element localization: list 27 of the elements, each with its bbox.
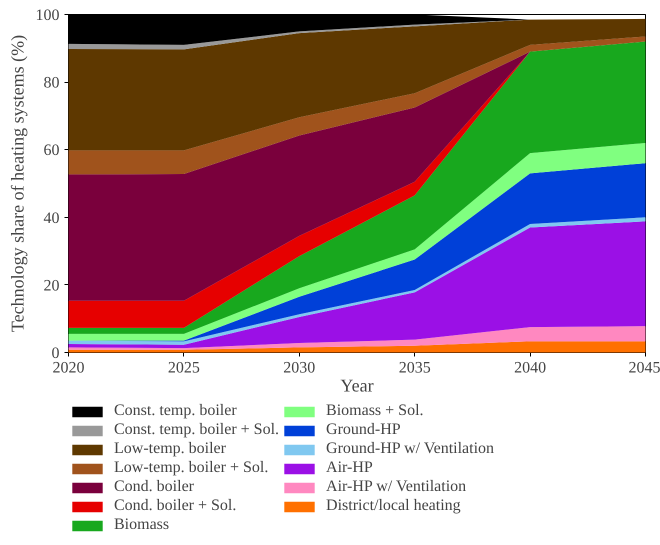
legend-label: Air-HP <box>326 459 373 477</box>
legend-label: Low-temp. boiler <box>114 440 226 458</box>
legend-label: Const. temp. boiler + Sol. <box>114 421 280 439</box>
legend-label: Biomass <box>114 516 170 534</box>
legend-label: Low-temp. boiler + Sol. <box>114 459 268 477</box>
x-tick-label: 2045 <box>628 360 660 376</box>
x-tick-label: 2040 <box>514 360 546 376</box>
x-tick-label: 2020 <box>52 360 84 376</box>
y-tick-label: 60 <box>44 142 60 160</box>
x-tick-label: 2035 <box>398 360 431 376</box>
legend-label: Air-HP w/ Ventilation <box>326 478 466 496</box>
legend-label: Biomass + Sol. <box>326 402 424 420</box>
legend-label: Ground-HP w/ Ventilation <box>326 440 494 458</box>
y-axis-title: Technology share of heating systems (%) <box>8 34 28 332</box>
x-tick-label: 2025 <box>168 360 200 376</box>
y-tick-label: 40 <box>44 210 60 227</box>
x-tick-label: 2030 <box>283 360 316 376</box>
legend-label: Cond. boiler <box>114 478 194 496</box>
legend-label: Cond. boiler + Sol. <box>114 497 236 515</box>
legend-label: District/local heating <box>326 497 461 515</box>
y-tick-label: 100 <box>36 7 60 24</box>
x-axis-title: Year <box>340 376 374 396</box>
y-tick-label: 20 <box>44 277 60 294</box>
y-tick-label: 0 <box>52 345 60 362</box>
legend-label: Ground-HP <box>326 421 401 439</box>
y-tick-label: 80 <box>44 74 60 92</box>
legend-label: Const. temp. boiler <box>114 402 237 420</box>
